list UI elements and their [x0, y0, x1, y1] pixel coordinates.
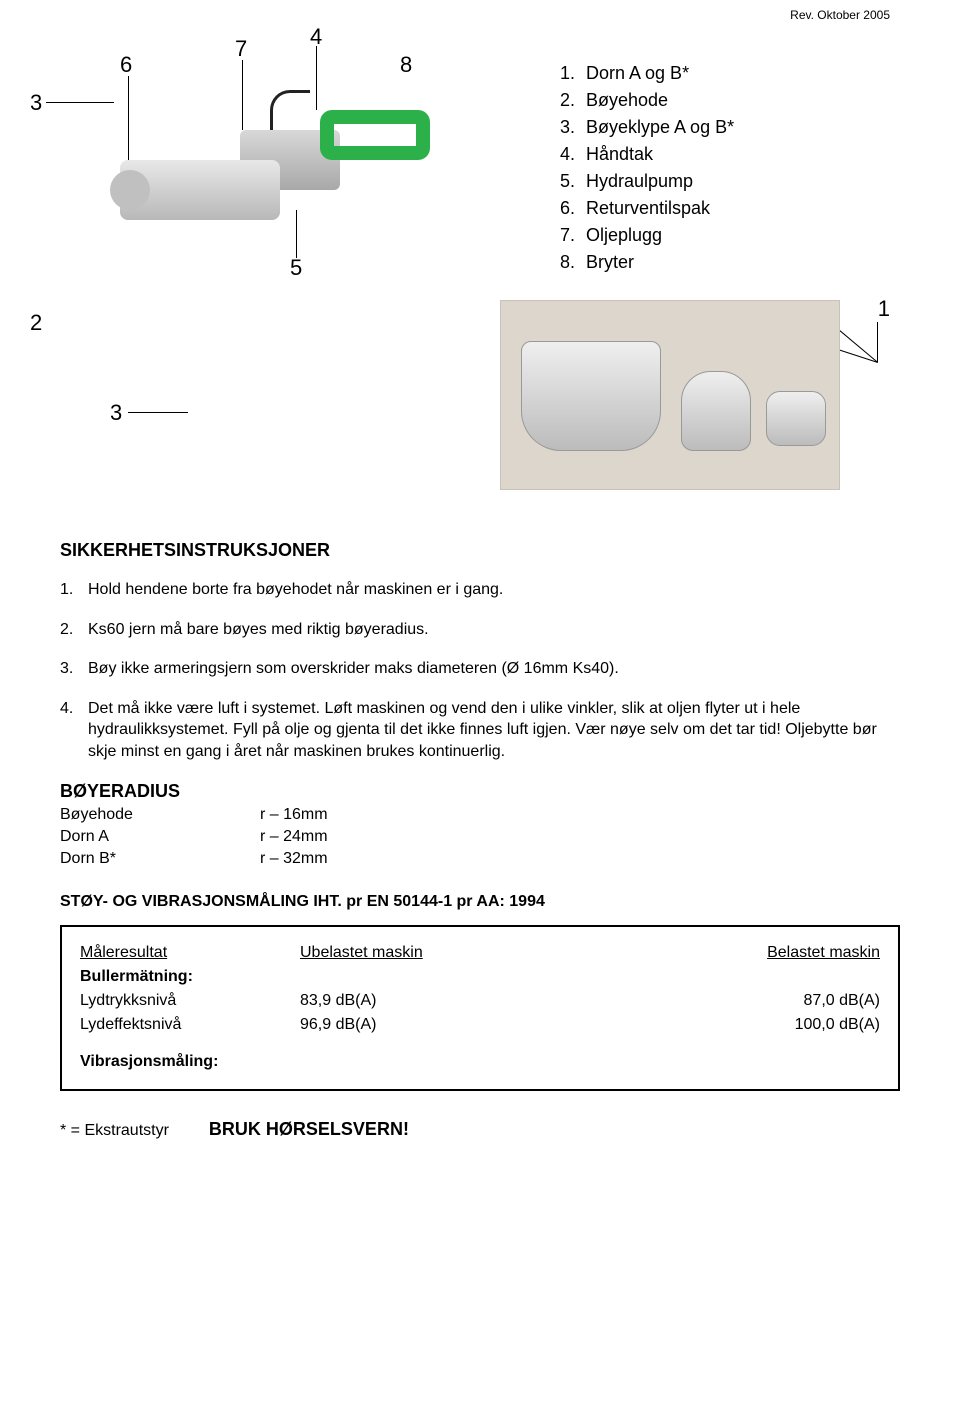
parts-list-item: 1.Dorn A og B* [560, 60, 734, 87]
metal-dorn-a [681, 371, 751, 451]
parts-label: Dorn A og B* [586, 60, 689, 87]
metal-clamp [521, 341, 661, 451]
noise-section: Bullermätning: [80, 965, 880, 989]
noise-box: Måleresultat Ubelastet maskin Belastet m… [60, 925, 900, 1091]
tool-head [110, 170, 150, 210]
boyer-c2: r – 16mm [260, 804, 328, 826]
noise-header-row: Måleresultat Ubelastet maskin Belastet m… [80, 941, 880, 965]
item-num: 2. [60, 619, 88, 641]
callout-1: 1 [878, 296, 890, 322]
parts-label: Håndtak [586, 141, 653, 168]
parts-num: 5. [560, 168, 586, 195]
parts-num: 3. [560, 114, 586, 141]
bruk-text: BRUK HØRSELSVERN! [209, 1119, 409, 1140]
safety-item: 2.Ks60 jern må bare bøyes med riktig bøy… [60, 619, 900, 641]
callout-line [46, 102, 114, 103]
parts-list: 1.Dorn A og B* 2.Bøyehode 3.Bøyeklype A … [560, 60, 734, 276]
boyer-row: Dorn B*r – 32mm [60, 848, 900, 870]
noise-row: Lydtrykksnivå 83,9 dB(A) 87,0 dB(A) [80, 989, 880, 1013]
boyer-row: Dorn Ar – 24mm [60, 826, 900, 848]
noise-section-title: Bullermätning: [80, 965, 300, 989]
mid-row: 3 1 [60, 300, 900, 510]
parts-list-item: 4.Håndtak [560, 141, 734, 168]
item-num: 4. [60, 698, 88, 763]
item-text: Det må ikke være luft i systemet. Løft m… [88, 698, 900, 763]
noise-heading: STØY- OG VIBRASJONSMÅLING IHT. pr EN 501… [60, 893, 900, 911]
item-num: 1. [60, 579, 88, 601]
callout-3: 3 [30, 90, 42, 116]
parts-label: Hydraulpump [586, 168, 693, 195]
safety-item: 4.Det må ikke være luft i systemet. Løft… [60, 698, 900, 763]
parts-label: Bryter [586, 249, 634, 276]
star-note: * = Ekstrautstyr [60, 1122, 169, 1140]
boyer-c1: Dorn A [60, 826, 260, 848]
noise-h1: Måleresultat [80, 941, 300, 965]
vibration-title: Vibrasjonsmåling: [80, 1053, 880, 1071]
parts-label: Bøyehode [586, 87, 668, 114]
boyer-row: Bøyehoder – 16mm [60, 804, 900, 826]
parts-label: Returventilspak [586, 195, 710, 222]
safety-heading: SIKKERHETSINSTRUKSJONER [60, 540, 900, 561]
boyeradius-table: Bøyehoder – 16mm Dorn Ar – 24mm Dorn B*r… [60, 804, 900, 871]
safety-item: 3.Bøy ikke armeringsjern som overskrider… [60, 658, 900, 680]
callout-7: 7 [235, 36, 247, 62]
parts-num: 6. [560, 195, 586, 222]
boyer-c2: r – 32mm [260, 848, 328, 870]
noise-c3: 87,0 dB(A) [560, 989, 880, 1013]
callout-3b: 3 [110, 400, 122, 426]
parts-num: 7. [560, 222, 586, 249]
parts-label: Oljeplugg [586, 222, 662, 249]
noise-c1: Lydeffektsnivå [80, 1013, 300, 1037]
noise-h3: Belastet maskin [560, 941, 880, 965]
callout-line [128, 412, 188, 413]
parts-photo-wrap: 1 [480, 300, 900, 510]
parts-num: 8. [560, 249, 586, 276]
parts-num: 1. [560, 60, 586, 87]
parts-num: 4. [560, 141, 586, 168]
noise-h2: Ubelastet maskin [300, 941, 560, 965]
safety-list: 1.Hold hendene borte fra bøyehodet når m… [60, 579, 900, 763]
noise-c1: Lydtrykksnivå [80, 989, 300, 1013]
item-text: Ks60 jern må bare bøyes med riktig bøyer… [88, 619, 900, 641]
item-text: Bøy ikke armeringsjern som overskrider m… [88, 658, 900, 680]
parts-photo [500, 300, 840, 490]
parts-list-item: 7.Oljeplugg [560, 222, 734, 249]
revision-text: Rev. Oktober 2005 [790, 8, 890, 22]
item-text: Hold hendene borte fra bøyehodet når mas… [88, 579, 900, 601]
mid-diagram: 3 [60, 300, 480, 510]
safety-item: 1.Hold hendene borte fra bøyehodet når m… [60, 579, 900, 601]
callout-line [877, 322, 878, 362]
top-row: 3 6 7 4 8 5 2 1.Dorn A og B* 2.Bøyehode … [60, 30, 900, 290]
callout-8: 8 [400, 52, 412, 78]
boyer-c1: Bøyehode [60, 804, 260, 826]
parts-list-item: 8.Bryter [560, 249, 734, 276]
callout-2: 2 [30, 310, 42, 336]
parts-list-item: 6.Returventilspak [560, 195, 734, 222]
bottom-row: * = Ekstrautstyr BRUK HØRSELSVERN! [60, 1119, 900, 1140]
noise-c2: 83,9 dB(A) [300, 989, 560, 1013]
parts-list-item: 2.Bøyehode [560, 87, 734, 114]
tool-illustration [120, 90, 450, 260]
callout-6: 6 [120, 52, 132, 78]
noise-empty [560, 965, 880, 989]
parts-label: Bøyeklype A og B* [586, 114, 734, 141]
noise-empty [300, 965, 560, 989]
boyer-c1: Dorn B* [60, 848, 260, 870]
parts-list-item: 3.Bøyeklype A og B* [560, 114, 734, 141]
boyeradius-heading: BØYERADIUS [60, 781, 900, 802]
noise-c2: 96,9 dB(A) [300, 1013, 560, 1037]
metal-dorn-b [766, 391, 826, 446]
parts-num: 2. [560, 87, 586, 114]
boyer-c2: r – 24mm [260, 826, 328, 848]
tool-handle [320, 110, 430, 160]
item-num: 3. [60, 658, 88, 680]
noise-row: Lydeffektsnivå 96,9 dB(A) 100,0 dB(A) [80, 1013, 880, 1037]
noise-c3: 100,0 dB(A) [560, 1013, 880, 1037]
tool-diagram: 3 6 7 4 8 5 2 [60, 30, 480, 290]
parts-list-item: 5.Hydraulpump [560, 168, 734, 195]
